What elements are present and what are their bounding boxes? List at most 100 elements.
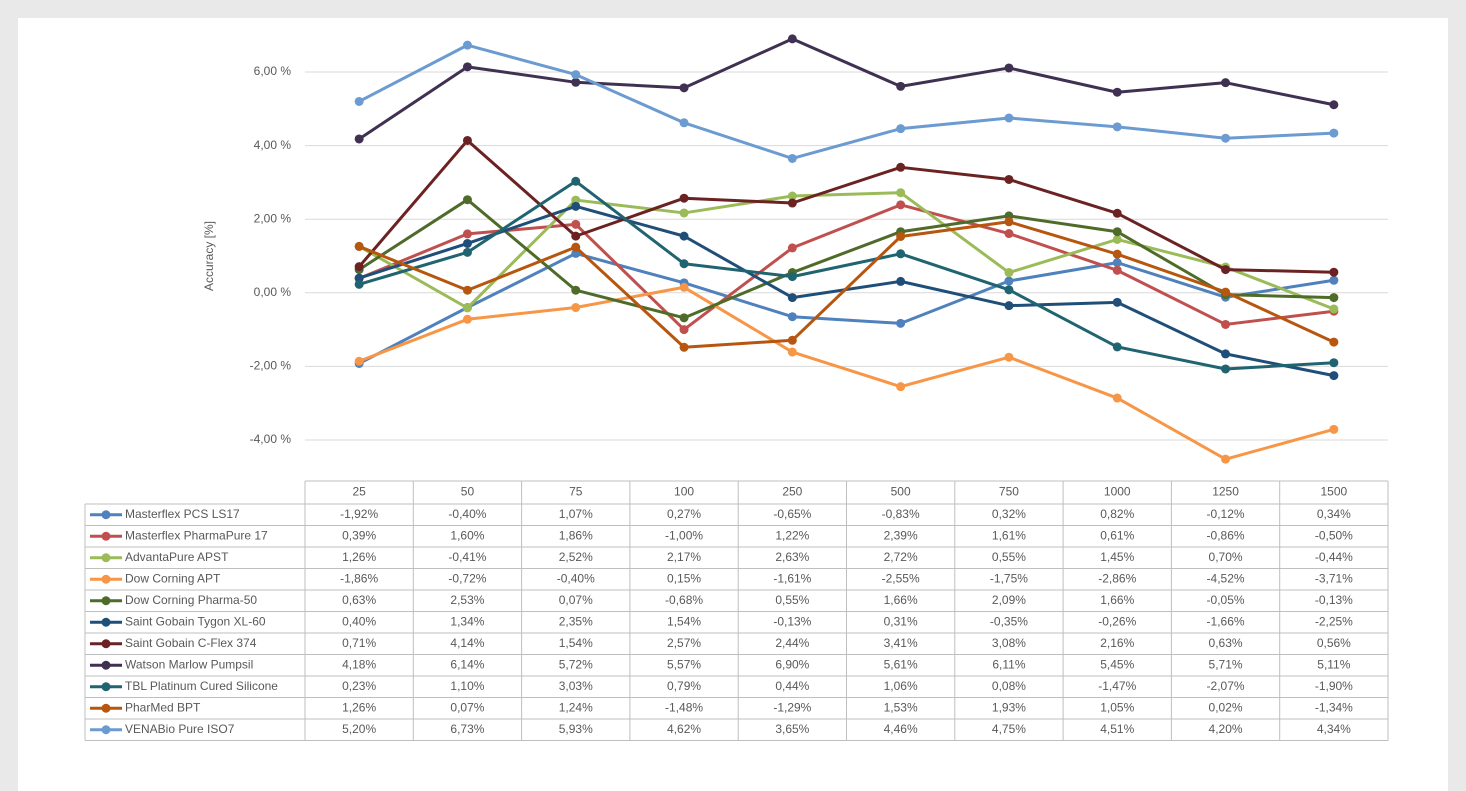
series-line <box>358 251 1335 365</box>
table-value: 4,46% <box>884 722 918 736</box>
table-value: -1,75% <box>990 571 1028 585</box>
table-value: -0,35% <box>990 614 1028 628</box>
table-value: 4,62% <box>667 722 701 736</box>
table-value: 3,41% <box>884 636 918 650</box>
data-point <box>1112 208 1122 218</box>
table-value: -0,05% <box>1207 593 1245 607</box>
table-value: 0,71% <box>342 636 376 650</box>
data-point <box>787 272 797 282</box>
legend-marker <box>101 660 111 670</box>
table-value: 1,22% <box>775 528 809 542</box>
series-line <box>358 37 1335 141</box>
table-value: 0,40% <box>342 614 376 628</box>
table-value: 4,18% <box>342 657 376 671</box>
data-point <box>896 231 906 241</box>
table-value: -2,07% <box>1207 679 1245 693</box>
table-value: 0,63% <box>1209 636 1243 650</box>
table-value: 0,55% <box>775 593 809 607</box>
series-line <box>358 138 1334 274</box>
data-point <box>1329 304 1339 314</box>
table-value: 2,63% <box>775 550 809 564</box>
table-value: 5,71% <box>1209 657 1243 671</box>
data-point <box>1004 268 1014 278</box>
data-point <box>1112 234 1122 244</box>
table-value: -1,86% <box>340 571 378 585</box>
data-point <box>1112 249 1122 259</box>
table-value: 2,17% <box>667 550 701 564</box>
data-point <box>1329 128 1339 138</box>
table-value: 0,34% <box>1317 507 1351 521</box>
table-value: 1,24% <box>559 700 593 714</box>
series-line <box>358 43 1334 160</box>
data-point <box>1112 258 1122 268</box>
table-value: 2,16% <box>1100 636 1134 650</box>
table-value: 2,52% <box>559 550 593 564</box>
data-point <box>679 208 689 218</box>
data-point <box>571 303 581 313</box>
data-point <box>462 314 472 324</box>
table-value: -1,61% <box>773 571 811 585</box>
data-point <box>1112 87 1122 97</box>
x-tick-label: 1000 <box>1104 485 1131 499</box>
table-value: 1,53% <box>884 700 918 714</box>
table-value: 0,32% <box>992 507 1026 521</box>
data-point <box>1112 393 1122 403</box>
data-point <box>462 229 472 239</box>
table-value: 3,65% <box>775 722 809 736</box>
table-value: 0,39% <box>342 528 376 542</box>
data-point <box>787 347 797 357</box>
table-value: 5,93% <box>559 722 593 736</box>
table-value: 0,07% <box>450 700 484 714</box>
data-point <box>896 200 906 210</box>
table-value: 5,45% <box>1100 657 1134 671</box>
table-value: 2,35% <box>559 614 593 628</box>
y-tick-label: -4,00 % <box>250 432 292 446</box>
legend-label: AdvantaPure APST <box>125 550 229 564</box>
table-value: -0,40% <box>448 507 486 521</box>
legend-marker <box>101 510 111 520</box>
data-point <box>679 193 689 203</box>
data-point <box>679 118 689 128</box>
legend-label: Saint Gobain Tygon XL-60 <box>125 614 266 628</box>
legend-marker <box>101 682 111 692</box>
data-point <box>1221 287 1231 297</box>
table-value: 1,05% <box>1100 700 1134 714</box>
data-point <box>1112 227 1122 237</box>
data-point <box>679 325 689 335</box>
data-point <box>462 135 472 145</box>
x-tick-label: 100 <box>674 485 694 499</box>
data-point <box>571 242 581 252</box>
legend-marker <box>101 531 111 541</box>
data-point <box>1004 217 1014 227</box>
legend-label: Dow Corning APT <box>125 571 221 585</box>
data-point <box>1004 285 1014 295</box>
table-value: 5,72% <box>559 657 593 671</box>
table-value: -2,55% <box>882 571 920 585</box>
legend-marker <box>101 725 111 735</box>
series-line <box>358 203 1335 332</box>
data-point <box>1221 265 1231 275</box>
data-point <box>571 77 581 87</box>
table-value: -0,41% <box>448 550 486 564</box>
legend-marker <box>101 574 111 584</box>
table-value: 0,55% <box>992 550 1026 564</box>
legend-marker <box>101 553 111 563</box>
table-value: 0,82% <box>1100 507 1134 521</box>
legend-marker <box>101 639 111 649</box>
data-point <box>896 124 906 134</box>
table-value: -1,29% <box>773 700 811 714</box>
table-value: 4,51% <box>1100 722 1134 736</box>
data-point <box>1112 297 1122 307</box>
table-value: -0,40% <box>557 571 595 585</box>
table-value: -0,13% <box>1315 593 1353 607</box>
table-value: 3,03% <box>559 679 593 693</box>
table-value: -0,83% <box>882 507 920 521</box>
data-point <box>1329 337 1339 347</box>
data-point <box>1112 342 1122 352</box>
table-value: -1,90% <box>1315 679 1353 693</box>
table-value: 1,06% <box>884 679 918 693</box>
table-value: 0,70% <box>1209 550 1243 564</box>
data-point <box>787 243 797 253</box>
data-point <box>896 81 906 91</box>
data-point <box>787 335 797 345</box>
